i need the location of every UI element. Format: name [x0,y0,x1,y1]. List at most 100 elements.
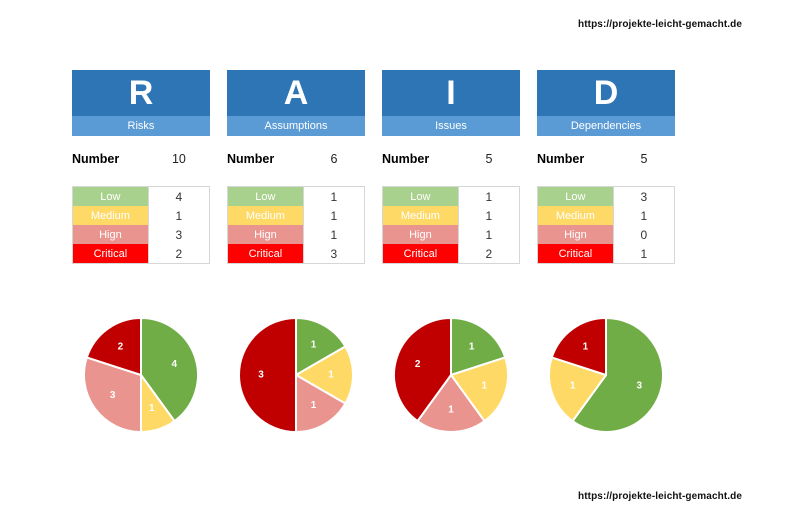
column-letter-d: D [537,70,675,116]
number-value: 5 [485,151,493,166]
severity-row-medium: Medium 1 [383,206,519,225]
column-letter-r: R [72,70,210,116]
column-title-assumptions: Assumptions [227,116,365,136]
raid-column-dependencies: D Dependencies Number 5 Low 3 Medium 1 H… [537,70,675,435]
severity-row-critical: Critical 3 [228,244,364,263]
severity-count-critical: 3 [302,244,364,263]
number-label: Number [537,151,585,166]
pie-slice-label: 2 [118,341,124,352]
number-label: Number [72,151,120,166]
pie-slice-label: 1 [311,339,317,350]
severity-count-low: 3 [612,187,674,206]
column-title-issues: Issues [382,116,520,136]
severity-label-high: Hign [383,225,458,244]
column-letter-i: I [382,70,520,116]
pie-slice-low [571,317,664,433]
raid-column-issues: I Issues Number 5 Low 1 Medium 1 Hign 1 [382,70,520,435]
pie-slice-label: 1 [448,405,454,416]
severity-label-medium: Medium [228,206,303,225]
severity-label-low: Low [383,187,458,206]
severity-count-low: 4 [147,187,209,206]
number-value: 10 [171,151,186,166]
pie-slice-label: 3 [258,370,264,381]
raid-column-assumptions: A Assumptions Number 6 Low 1 Medium 1 Hi… [227,70,365,435]
severity-label-critical: Critical [538,244,613,263]
pie-slice-label: 1 [570,380,576,391]
severity-row-medium: Medium 1 [73,206,209,225]
pie-slice-critical [393,317,452,423]
severity-count-high: 1 [302,225,364,244]
severity-row-medium: Medium 1 [538,206,674,225]
pie-slice-hign [83,356,142,433]
pie-slice-label: 1 [469,341,475,352]
severity-count-medium: 1 [457,206,519,225]
pie-slice-medium [450,356,509,423]
severity-label-medium: Medium [73,206,148,225]
pie-slice-critical [238,317,297,433]
severity-row-high: Hign 3 [73,225,209,244]
severity-count-high: 3 [147,225,209,244]
pie-slice-low [295,317,347,376]
column-letter-a: A [227,70,365,116]
number-row: Number 6 [227,150,365,167]
severity-table: Low 1 Medium 1 Hign 1 Critical 2 [382,186,520,264]
raid-columns: R Risks Number 10 Low 4 Medium 1 Hign 3 [72,70,675,435]
pie-slice-label: 1 [149,403,155,414]
severity-row-high: Hign 1 [383,225,519,244]
number-value: 6 [330,151,338,166]
raid-column-risks: R Risks Number 10 Low 4 Medium 1 Hign 3 [72,70,210,435]
pie-slice-critical [85,317,142,376]
severity-label-high: Hign [73,225,148,244]
pie-slice-label: 3 [110,390,116,401]
severity-label-critical: Critical [228,244,303,263]
website-link-top[interactable]: https://projekte-leicht-gemacht.de [578,19,742,30]
pie-slice-label: 3 [637,380,643,391]
severity-count-low: 1 [302,187,364,206]
severity-row-high: Hign 0 [538,225,674,244]
severity-count-high: 1 [457,225,519,244]
severity-label-medium: Medium [538,206,613,225]
severity-row-critical: Critical 2 [73,244,209,263]
severity-label-critical: Critical [383,244,458,263]
number-label: Number [382,151,430,166]
severity-label-low: Low [228,187,303,206]
pie-chart-issues: 1 1 1 2 [382,315,520,435]
severity-label-low: Low [538,187,613,206]
pie-slice-label: 1 [583,341,589,352]
column-title-risks: Risks [72,116,210,136]
severity-row-critical: Critical 2 [383,244,519,263]
column-title-dependencies: Dependencies [537,116,675,136]
number-value: 5 [640,151,648,166]
severity-row-low: Low 4 [73,187,209,206]
severity-label-high: Hign [538,225,613,244]
pie-chart-dependencies: 3 1 1 [537,315,675,435]
number-row: Number 5 [382,150,520,167]
severity-row-low: Low 3 [538,187,674,206]
pie-slice-low [140,317,199,423]
pie-slice-medium [295,345,354,405]
pie-slice-label: 4 [172,359,178,370]
pie-slice-label: 1 [311,400,317,411]
pie-chart-risks: 4 1 3 2 [72,315,210,435]
severity-count-medium: 1 [302,206,364,225]
pie-slice-label: 2 [415,359,421,370]
severity-label-high: Hign [228,225,303,244]
severity-count-medium: 1 [612,206,674,225]
severity-row-high: Hign 1 [228,225,364,244]
pie-chart-assumptions: 1 1 1 3 [227,315,365,435]
number-label: Number [227,151,275,166]
severity-table: Low 4 Medium 1 Hign 3 Critical 2 [72,186,210,264]
severity-label-low: Low [73,187,148,206]
severity-count-critical: 2 [147,244,209,263]
number-row: Number 10 [72,150,210,167]
pie-slice-medium [548,356,607,423]
pie-slice-hign [295,374,347,433]
severity-count-critical: 1 [612,244,674,263]
severity-label-critical: Critical [73,244,148,263]
website-link-bottom[interactable]: https://projekte-leicht-gemacht.de [578,491,742,502]
severity-row-low: Low 1 [228,187,364,206]
severity-count-high: 0 [612,225,674,244]
pie-slice-label: 1 [328,370,334,381]
number-row: Number 5 [537,150,675,167]
severity-row-medium: Medium 1 [228,206,364,225]
